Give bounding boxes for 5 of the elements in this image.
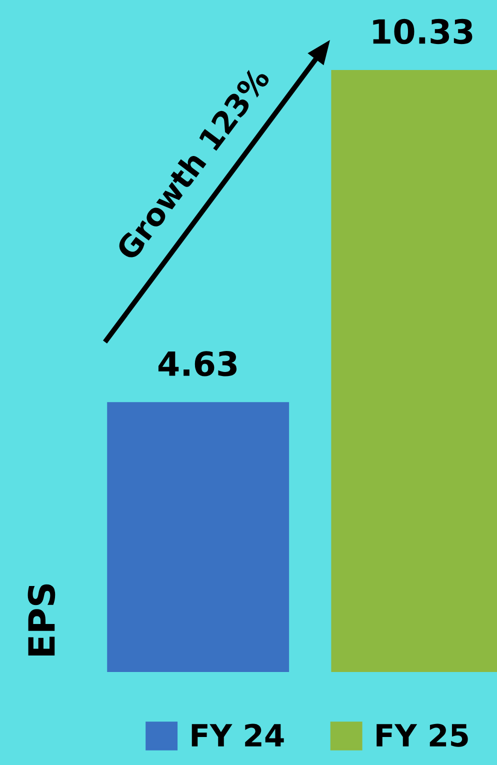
legend-label: FY 24	[192, 724, 284, 746]
y-axis-title: EPS	[28, 584, 56, 656]
data-label: 4.63	[158, 351, 237, 376]
data-label: 10.33	[373, 18, 472, 44]
legend-label: FY 25	[376, 724, 468, 747]
